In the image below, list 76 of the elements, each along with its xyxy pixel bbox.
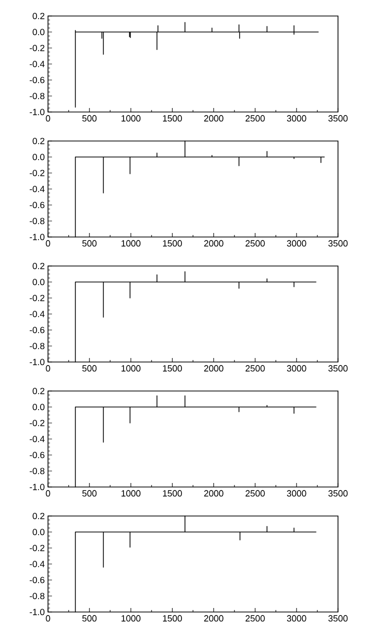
x-tick-label: 1000 — [122, 240, 140, 247]
x-tick-label: 0 — [46, 615, 50, 622]
y-tick-label: -0.2 — [30, 44, 44, 52]
x-tick-label: 3500 — [328, 615, 348, 622]
y-tick-label: 0.0 — [32, 28, 44, 36]
y-tick-label: -0.8 — [30, 592, 44, 600]
y-tick-label: -0.2 — [30, 294, 44, 302]
y-tick-label: 0.0 — [32, 528, 44, 536]
x-tick-label: 3500 — [328, 115, 348, 122]
y-tick-label: -0.6 — [30, 452, 44, 458]
y-tick-label: -0.6 — [30, 326, 44, 334]
x-tick-label: 0 — [46, 490, 50, 497]
x-tick-label: 500 — [82, 490, 97, 497]
x-tick-label: 500 — [82, 365, 97, 372]
line-series — [74, 22, 320, 108]
y-tick-label: 0.2 — [32, 388, 44, 394]
x-tick-label: 2000 — [204, 615, 224, 622]
x-tick-label: 1000 — [122, 615, 140, 622]
x-tick-label: 3000 — [286, 615, 306, 622]
y-tick-label: -0.2 — [30, 170, 44, 176]
y-tick-label: -1.0 — [30, 608, 44, 616]
x-tick-label: 2000 — [204, 240, 224, 247]
y-tick-label: -0.8 — [30, 218, 44, 224]
y-tick-label: -1.0 — [30, 234, 44, 240]
x-tick-label: 2500 — [246, 490, 265, 497]
x-tick-label: 2500 — [246, 615, 265, 622]
x-tick-label: 2500 — [246, 115, 265, 122]
x-tick-label: 2000 — [204, 365, 224, 372]
x-tick-label: 1000 — [122, 490, 140, 497]
x-tick-label: 1500 — [163, 365, 182, 372]
x-tick-label: 500 — [82, 240, 97, 247]
x-tick-label: 0 — [46, 115, 50, 122]
y-tick-label: 0.0 — [32, 154, 44, 160]
y-tick-label: -0.2 — [30, 544, 44, 552]
y-tick-label: 0.0 — [32, 278, 44, 286]
x-tick-label: 3500 — [328, 490, 348, 497]
x-tick-label: 3000 — [286, 240, 306, 247]
y-tick-label: 0.0 — [32, 404, 44, 410]
y-tick-label: -0.8 — [30, 468, 44, 474]
x-tick-label: 2000 — [204, 490, 224, 497]
x-tick-label: 1500 — [163, 240, 182, 247]
y-tick-label: 0.2 — [32, 138, 44, 144]
y-tick-label: -0.2 — [30, 420, 44, 426]
y-tick-label: 0.2 — [32, 12, 44, 20]
y-tick-label: -0.6 — [30, 576, 44, 584]
y-tick-label: -0.6 — [30, 202, 44, 208]
y-tick-label: -1.0 — [30, 108, 44, 116]
y-tick-label: 0.2 — [32, 512, 44, 520]
y-tick-label: -0.4 — [30, 186, 45, 192]
x-tick-label: 3500 — [328, 365, 348, 372]
y-tick-label: -1.0 — [30, 484, 44, 490]
x-tick-label: 1500 — [163, 615, 182, 622]
x-tick-label: 3000 — [286, 115, 306, 122]
x-tick-label: 2500 — [246, 240, 265, 247]
y-tick-label: -0.4 — [30, 60, 45, 68]
x-tick-label: 0 — [46, 240, 50, 247]
x-tick-label: 500 — [82, 115, 97, 122]
y-tick-label: -0.6 — [30, 76, 44, 84]
y-tick-label: -0.4 — [30, 560, 45, 568]
y-tick-label: -1.0 — [30, 358, 44, 366]
x-tick-label: 2500 — [246, 365, 265, 372]
y-tick-label: -0.4 — [30, 310, 45, 318]
x-tick-label: 3000 — [286, 490, 306, 497]
y-tick-label: 0.2 — [32, 262, 44, 270]
x-tick-label: 2000 — [204, 115, 224, 122]
x-tick-label: 3000 — [286, 365, 306, 372]
x-tick-label: 500 — [82, 615, 97, 622]
y-tick-label: -0.4 — [30, 436, 45, 442]
y-tick-label: -0.8 — [30, 92, 44, 100]
x-tick-label: 1000 — [122, 115, 140, 122]
x-tick-label: 1500 — [163, 115, 182, 122]
x-tick-label: 3500 — [328, 240, 348, 247]
y-tick-label: -0.8 — [30, 342, 44, 350]
x-tick-label: 1500 — [163, 490, 182, 497]
x-tick-label: 1000 — [122, 365, 140, 372]
x-tick-label: 0 — [46, 365, 50, 372]
